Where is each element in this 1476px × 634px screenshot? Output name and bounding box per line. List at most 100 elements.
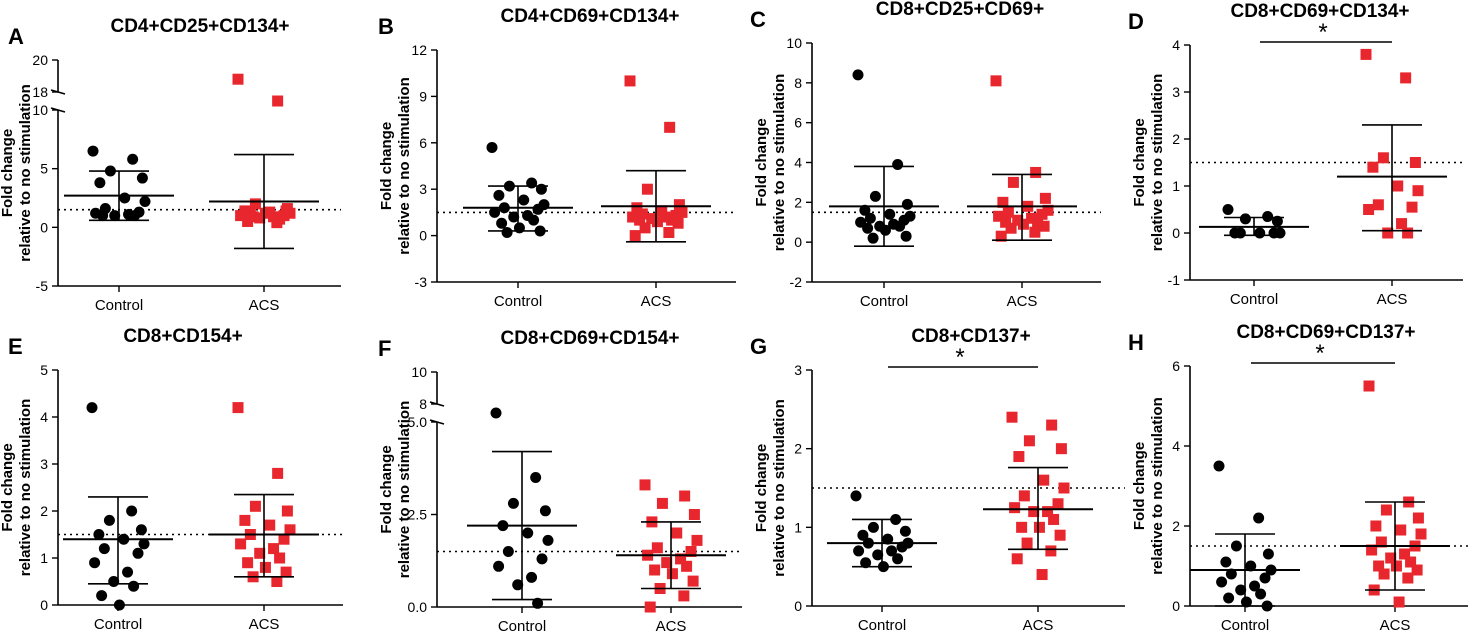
x-category-label: ACS	[1377, 291, 1408, 308]
acs-data-point	[1392, 180, 1404, 192]
acs-data-point	[1052, 498, 1064, 510]
acs-data-point	[1402, 227, 1414, 239]
acs-data-point	[1046, 419, 1058, 431]
control-data-point	[886, 545, 898, 557]
control-data-point	[518, 194, 530, 206]
control-data-point	[93, 529, 105, 540]
chart-panel-F: F CD8+CD69+CD154+ Fold change relative to n…	[378, 328, 742, 634]
acs-data-point	[1366, 544, 1378, 556]
y-axis-label: Fold change relative to no stimulation	[378, 401, 413, 579]
y-tick-label: 9	[419, 88, 427, 104]
acs-data-point	[678, 590, 690, 602]
y-axis-label-line1: Fold change	[1131, 442, 1148, 530]
acs-data-point	[281, 505, 293, 517]
control-data-point	[850, 490, 862, 502]
control-data-point	[1230, 540, 1242, 552]
x-category-label: ACS	[1007, 293, 1038, 310]
acs-data-point	[259, 561, 271, 573]
acs-data-point	[1415, 528, 1427, 540]
chart-title: CD8+CD154+	[123, 326, 242, 347]
acs-data-point	[1042, 506, 1054, 518]
significance-star: *	[1315, 340, 1324, 367]
y-axis-label-line2: relative to no stimulation	[17, 84, 34, 262]
acs-data-point	[1007, 176, 1019, 188]
acs-data-point	[1006, 411, 1018, 423]
y-axis-label: Fold change relative to no stimulation	[1131, 74, 1166, 252]
y-axis-label: Fold change relative to no stimulation	[753, 74, 788, 252]
acs-data-point	[1409, 157, 1421, 168]
acs-data-point	[1402, 572, 1414, 584]
y-tick-label: 1	[1172, 178, 1180, 194]
acs-data-point	[1029, 226, 1041, 238]
acs-data-point	[641, 183, 653, 195]
y-tick-label: 5	[40, 362, 48, 378]
acs-data-point	[661, 557, 673, 569]
y-axis-label-line1: Fold change	[0, 443, 16, 531]
control-data-point	[892, 553, 904, 565]
acs-data-point	[1405, 556, 1417, 568]
x-category-label: Control	[94, 616, 142, 633]
control-data-point	[857, 529, 869, 541]
control-data-point	[1262, 548, 1274, 560]
control-data-point	[526, 571, 538, 583]
significance-star: *	[955, 344, 964, 371]
control-data-point	[139, 196, 151, 208]
control-data-point	[1225, 568, 1237, 580]
acs-data-point	[688, 509, 700, 520]
acs-data-point	[1370, 520, 1382, 532]
acs-data-point	[247, 211, 259, 223]
control-data-point	[522, 527, 534, 539]
acs-data-point	[639, 479, 651, 491]
control-data-point	[1239, 213, 1251, 225]
acs-data-point	[232, 402, 244, 414]
acs-data-point	[1411, 564, 1423, 576]
acs-data-point	[1013, 451, 1025, 463]
control-data-point	[1220, 556, 1232, 568]
acs-data-point	[679, 490, 691, 502]
x-category-label: ACS	[641, 293, 672, 310]
acs-data-point	[675, 553, 687, 565]
control-data-point	[853, 545, 865, 557]
y-tick-label: 4	[1172, 37, 1180, 53]
panel-letter: A	[8, 24, 24, 49]
control-data-point	[1253, 512, 1265, 524]
control-data-point	[892, 158, 904, 170]
control-data-point	[128, 580, 140, 592]
control-data-point	[489, 206, 501, 218]
y-tick-label: 5	[40, 161, 48, 177]
y-tick-label: 3	[40, 456, 48, 472]
panel-letter: D	[1128, 9, 1144, 34]
acs-data-point	[259, 207, 271, 219]
y-tick-label: 2	[794, 441, 802, 457]
y-tick-label: 10	[786, 35, 802, 51]
y-tick-label: 1	[40, 550, 48, 566]
acs-data-point	[629, 230, 641, 242]
y-tick-label: 0	[419, 228, 427, 244]
y-tick-label: -2	[790, 274, 803, 290]
acs-data-point	[272, 95, 284, 107]
control-data-point	[860, 557, 872, 569]
acs-data-point	[235, 538, 247, 550]
acs-data-point	[254, 547, 266, 559]
control-data-point	[87, 145, 99, 157]
control-data-point	[900, 230, 912, 242]
control-data-point	[512, 579, 524, 591]
acs-data-point	[990, 75, 1002, 87]
x-category-label: Control	[95, 297, 143, 314]
y-tick-label: 5.0	[408, 414, 428, 430]
y-tick-label: 6	[419, 135, 427, 151]
acs-data-point	[1373, 560, 1385, 572]
acs-data-point	[1038, 220, 1050, 232]
control-data-point	[1222, 204, 1234, 215]
acs-data-point	[1038, 474, 1050, 486]
acs-data-point	[280, 566, 292, 578]
y-axis-label-line1: Fold change	[0, 129, 16, 217]
control-data-point	[882, 533, 894, 545]
acs-data-point	[1385, 552, 1397, 564]
acs-data-point	[1032, 216, 1044, 228]
x-category-label: Control	[498, 618, 546, 634]
acs-data-point	[995, 230, 1007, 242]
acs-data-point	[1058, 482, 1070, 494]
control-data-point	[1262, 211, 1274, 223]
